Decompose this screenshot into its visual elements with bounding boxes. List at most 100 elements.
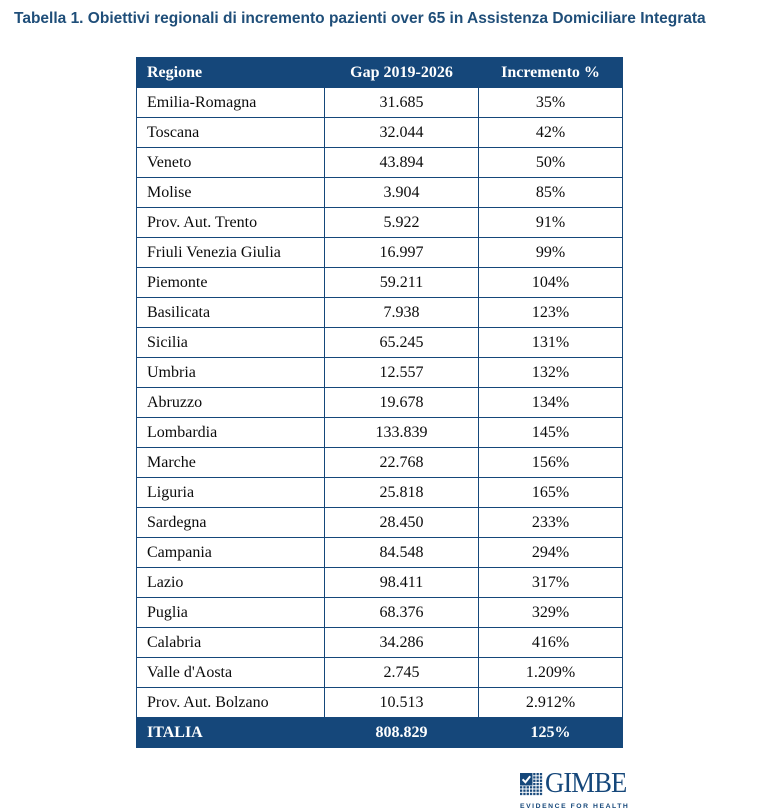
total-row: ITALIA 808.829 125% xyxy=(136,717,623,748)
increment-cell: 91% xyxy=(478,207,623,238)
region-cell: Piemonte xyxy=(136,267,325,298)
increment-cell: 165% xyxy=(478,477,623,508)
region-cell: Umbria xyxy=(136,357,325,388)
region-cell: Campania xyxy=(136,537,325,568)
increment-cell: 134% xyxy=(478,387,623,418)
region-cell: Veneto xyxy=(136,147,325,178)
gap-cell: 68.376 xyxy=(324,597,479,628)
table-row: Marche 22.768 156% xyxy=(136,447,623,478)
header-row: Regione Gap 2019-2026 Incremento % xyxy=(136,57,623,88)
region-cell: Sicilia xyxy=(136,327,325,358)
table-row: Lazio 98.411 317% xyxy=(136,567,623,598)
regional-objectives-table: Regione Gap 2019-2026 Incremento % Emili… xyxy=(136,57,623,748)
increment-cell: 294% xyxy=(478,537,623,568)
increment-cell: 35% xyxy=(478,87,623,118)
table-body: Emilia-Romagna 31.685 35% Toscana 32.044 42% V… xyxy=(136,87,623,718)
gap-cell: 12.557 xyxy=(324,357,479,388)
increment-cell: 416% xyxy=(478,627,623,658)
region-cell: Toscana xyxy=(136,117,325,148)
gimbe-logo: GIMBE EVIDENCE FOR HEALTH xyxy=(520,767,630,810)
region-cell: Calabria xyxy=(136,627,325,658)
gap-cell: 43.894 xyxy=(324,147,479,178)
table-row: Friuli Venezia Giulia 16.997 99% xyxy=(136,237,623,268)
increment-cell: 104% xyxy=(478,267,623,298)
table-row: Emilia-Romagna 31.685 35% xyxy=(136,87,623,118)
table-row: Prov. Aut. Bolzano 10.513 2.912% xyxy=(136,687,623,718)
gap-cell: 65.245 xyxy=(324,327,479,358)
gap-cell: 133.839 xyxy=(324,417,479,448)
gap-cell: 19.678 xyxy=(324,387,479,418)
table-row: Molise 3.904 85% xyxy=(136,177,623,208)
total-increment: 125% xyxy=(478,717,623,748)
table-row: Piemonte 59.211 104% xyxy=(136,267,623,298)
table-row: Prov. Aut. Trento 5.922 91% xyxy=(136,207,623,238)
table-row: Basilicata 7.938 123% xyxy=(136,297,623,328)
gap-cell: 98.411 xyxy=(324,567,479,598)
region-cell: Molise xyxy=(136,177,325,208)
increment-cell: 1.209% xyxy=(478,657,623,688)
increment-cell: 145% xyxy=(478,417,623,448)
gap-cell: 59.211 xyxy=(324,267,479,298)
region-cell: Liguria xyxy=(136,477,325,508)
gap-cell: 5.922 xyxy=(324,207,479,238)
gap-cell: 28.450 xyxy=(324,507,479,538)
table-row: Veneto 43.894 50% xyxy=(136,147,623,178)
table-row: Calabria 34.286 416% xyxy=(136,627,623,658)
header-gap: Gap 2019-2026 xyxy=(324,57,479,88)
table-row: Valle d'Aosta 2.745 1.209% xyxy=(136,657,623,688)
table-row: Sardegna 28.450 233% xyxy=(136,507,623,538)
table-row: Campania 84.548 294% xyxy=(136,537,623,568)
gap-cell: 2.745 xyxy=(324,657,479,688)
region-cell: Prov. Aut. Trento xyxy=(136,207,325,238)
increment-cell: 233% xyxy=(478,507,623,538)
gap-cell: 32.044 xyxy=(324,117,479,148)
gap-cell: 10.513 xyxy=(324,687,479,718)
increment-cell: 123% xyxy=(478,297,623,328)
region-cell: Prov. Aut. Bolzano xyxy=(136,687,325,718)
gimbe-tagline: EVIDENCE FOR HEALTH xyxy=(520,803,630,810)
increment-cell: 2.912% xyxy=(478,687,623,718)
page-title: Tabella 1. Obiettivi regionali di increm… xyxy=(14,10,706,27)
region-cell: Emilia-Romagna xyxy=(136,87,325,118)
table-row: Puglia 68.376 329% xyxy=(136,597,623,628)
increment-cell: 317% xyxy=(478,567,623,598)
gap-cell: 25.818 xyxy=(324,477,479,508)
increment-cell: 132% xyxy=(478,357,623,388)
increment-cell: 329% xyxy=(478,597,623,628)
increment-cell: 42% xyxy=(478,117,623,148)
region-cell: Valle d'Aosta xyxy=(136,657,325,688)
gimbe-wordmark: GIMBE xyxy=(545,767,627,799)
gap-cell: 84.548 xyxy=(324,537,479,568)
gap-cell: 22.768 xyxy=(324,447,479,478)
header-incremento: Incremento % xyxy=(478,57,623,88)
gap-cell: 16.997 xyxy=(324,237,479,268)
region-cell: Sardegna xyxy=(136,507,325,538)
table-row: Lombardia 133.839 145% xyxy=(136,417,623,448)
table-footer: ITALIA 808.829 125% xyxy=(136,717,623,748)
region-cell: Friuli Venezia Giulia xyxy=(136,237,325,268)
region-cell: Lazio xyxy=(136,567,325,598)
gimbe-checkmark-grid-icon xyxy=(520,773,543,801)
gap-cell: 34.286 xyxy=(324,627,479,658)
header-regione: Regione xyxy=(136,57,325,88)
increment-cell: 99% xyxy=(478,237,623,268)
table-row: Toscana 32.044 42% xyxy=(136,117,623,148)
gap-cell: 3.904 xyxy=(324,177,479,208)
increment-cell: 131% xyxy=(478,327,623,358)
region-cell: Marche xyxy=(136,447,325,478)
table-header: Regione Gap 2019-2026 Incremento % xyxy=(136,57,623,88)
region-cell: Basilicata xyxy=(136,297,325,328)
table-row: Abruzzo 19.678 134% xyxy=(136,387,623,418)
total-label: ITALIA xyxy=(136,717,325,748)
gap-cell: 31.685 xyxy=(324,87,479,118)
table-row: Umbria 12.557 132% xyxy=(136,357,623,388)
table-row: Sicilia 65.245 131% xyxy=(136,327,623,358)
gap-cell: 7.938 xyxy=(324,297,479,328)
region-cell: Abruzzo xyxy=(136,387,325,418)
table-row: Liguria 25.818 165% xyxy=(136,477,623,508)
region-cell: Puglia xyxy=(136,597,325,628)
increment-cell: 156% xyxy=(478,447,623,478)
increment-cell: 50% xyxy=(478,147,623,178)
total-gap: 808.829 xyxy=(324,717,479,748)
region-cell: Lombardia xyxy=(136,417,325,448)
